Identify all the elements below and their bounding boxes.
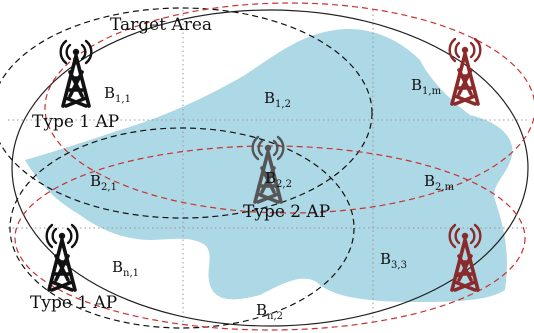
signal-wave [45,223,54,249]
signal-wave [473,223,482,249]
tower-icon-bottom-right [448,223,482,292]
signal-wave [257,139,264,157]
tower-icon-bottom-left [45,223,79,292]
ap-label-center: Type 2 AP [243,202,330,222]
block-label-1-1: B1,1 [104,84,131,105]
diagram-title: Target Area [110,15,212,35]
signal-wave [454,227,461,245]
signal-wave [70,223,79,249]
signal-wave [448,223,457,249]
tower-icon-top-left [59,39,93,108]
tower-icon-top-right [448,37,482,106]
signal-wave [66,227,73,245]
signal-wave [272,139,279,157]
signal-wave [51,227,58,245]
block-label-3-3: B3,3 [380,250,407,271]
tower-icon-center [251,135,285,204]
coverage-ellipse-top-right [44,2,534,214]
block-label-n-2: Bn,2 [256,301,283,322]
signal-wave [65,43,72,61]
tower-frame [450,238,480,292]
signal-wave [473,37,482,63]
block-label-1-m: B1,m [411,76,442,97]
type1-coverage [0,7,373,329]
ap-label-bottom-left: Type 1 AP [30,293,117,313]
signal-wave [454,41,461,59]
block-label-2-m: B2,m [424,172,455,193]
antenna-tip [461,232,469,240]
antenna-tip [72,48,80,56]
target-area-ellipse [11,9,529,327]
block-label-2-1: B2,1 [90,172,117,193]
signal-wave [251,135,260,161]
grid-lines [8,10,530,325]
target-region [25,29,513,303]
block-label-n-1: Bn,1 [112,258,139,279]
signal-wave [448,37,457,63]
tower-frame [450,52,480,106]
signal-wave [469,41,476,59]
coverage-ellipse-top-left [0,7,373,219]
tower-frame [253,150,283,204]
antenna-tip [461,46,469,54]
block-label-2-2: B2,2 [265,169,292,190]
antenna-tip [58,232,66,240]
tower-frame [47,238,77,292]
signal-wave [80,43,87,61]
block-label-1-2: B1,2 [264,89,291,110]
coverage-ellipse-bottom-left [9,127,355,329]
signal-wave [84,39,93,65]
signal-wave [59,39,68,65]
signal-wave [276,135,285,161]
ap-label-top-left: Type 1 AP [32,112,119,132]
antenna-tip [264,144,272,152]
signal-wave [469,227,476,245]
tower-frame [61,54,91,108]
